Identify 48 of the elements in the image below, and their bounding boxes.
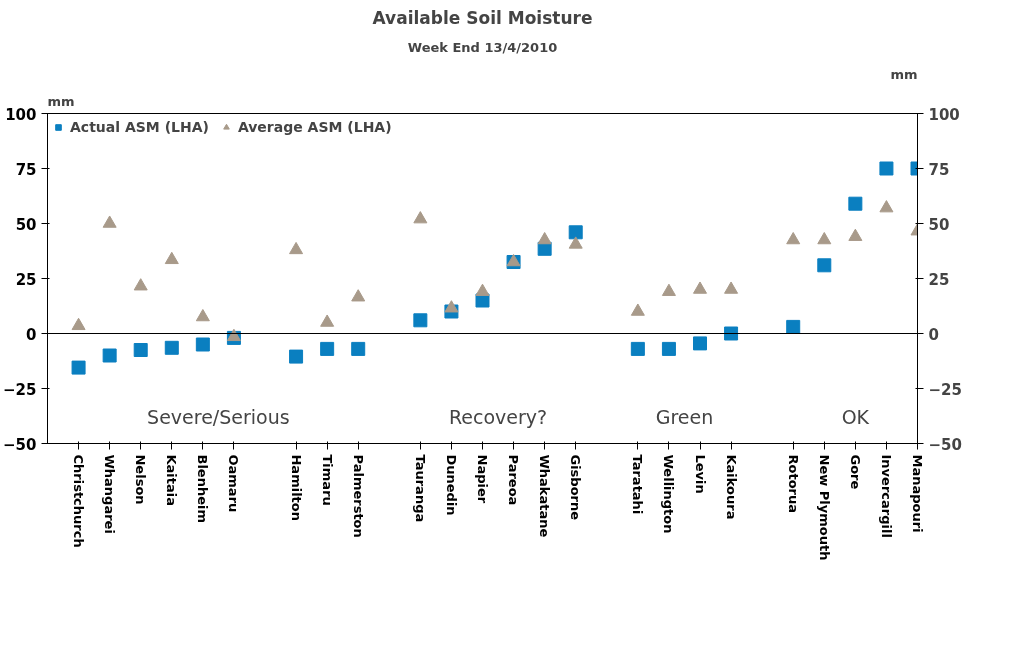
x-tick-label: Palmerston xyxy=(350,454,366,538)
x-tick-label: Taratahi xyxy=(630,454,646,515)
annotation: Severe/Serious xyxy=(147,406,290,429)
x-tick-label: Gisborne xyxy=(568,454,584,521)
x-tick-label: Gore xyxy=(847,454,863,490)
x-tick-label: Timaru xyxy=(319,454,335,506)
x-tick-label: Nelson xyxy=(133,454,149,505)
x-tick-label: Dunedin xyxy=(443,454,459,516)
y-tick-label: 25 xyxy=(15,270,37,289)
chart-title: Available Soil Moisture xyxy=(372,7,593,28)
y2-tick-label: 25 xyxy=(928,270,950,289)
x-tick-label: New Plymouth xyxy=(816,454,832,561)
x-tick-label: Invercargill xyxy=(878,454,894,538)
annotation: Recovery? xyxy=(448,406,548,429)
y2-tick-label: −50 xyxy=(928,435,962,454)
y-tick-label: −50 xyxy=(3,435,37,454)
y2-tick-label: 100 xyxy=(928,105,960,124)
y-tick-label: 75 xyxy=(15,160,37,179)
y-tick-label: −25 xyxy=(3,380,37,399)
x-tick-label: Manapouri xyxy=(910,454,925,533)
x-tick-label: Oamaru xyxy=(226,454,242,513)
x-tick-label: Christchurch xyxy=(71,454,87,548)
y-tick-label: 100 xyxy=(5,105,37,124)
y2-tick-label: 0 xyxy=(928,325,939,344)
chart-subtitle: Week End 13/4/2010 xyxy=(407,39,558,55)
legend-label: Average ASM (LHA) xyxy=(237,119,392,135)
x-tick-label: Napier xyxy=(475,454,490,504)
x-tick-label: Pareoa xyxy=(506,454,522,506)
x-tick-label: Levin xyxy=(692,454,708,494)
x-tick-label: Blenheim xyxy=(195,454,211,524)
y2-tick-label: 75 xyxy=(928,160,950,179)
x-tick-label: Whangarei xyxy=(102,454,118,534)
legend-label: Actual ASM (LHA) xyxy=(70,119,209,135)
x-tick-label: Kaikoura xyxy=(723,454,739,520)
x-tick-label: Whakatane xyxy=(537,454,553,538)
x-tick-label: Kaitaia xyxy=(164,454,180,507)
annotation: Green xyxy=(655,406,714,429)
y-tick-label: 0 xyxy=(26,325,37,344)
x-tick-label: Rotorua xyxy=(785,454,801,514)
annotation: OK xyxy=(841,406,870,429)
x-tick-label: Tauranga xyxy=(412,454,428,523)
y-axis-title: mm xyxy=(47,93,75,109)
y2-axis-title: mm xyxy=(890,66,918,82)
x-tick-label: Hamilton xyxy=(288,454,304,522)
y2-tick-label: 50 xyxy=(928,215,950,234)
x-tick-label: Wellington xyxy=(661,454,677,534)
y2-tick-label: −25 xyxy=(928,380,962,399)
y-tick-label: 50 xyxy=(15,215,37,234)
